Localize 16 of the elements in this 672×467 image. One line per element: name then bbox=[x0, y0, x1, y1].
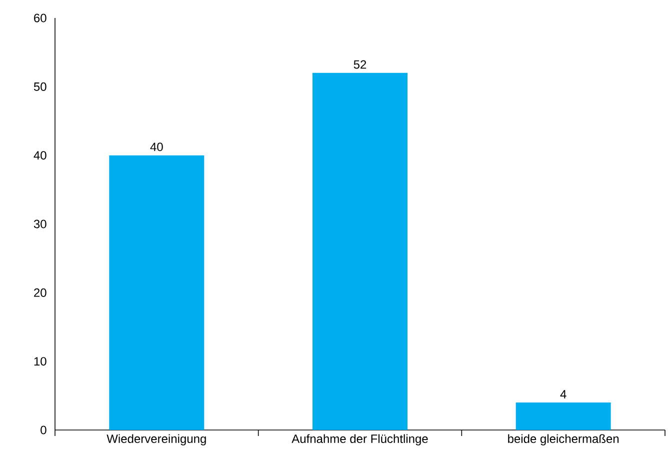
bar bbox=[312, 72, 408, 430]
y-tick-label: 40 bbox=[34, 151, 46, 160]
x-tick-label: Wiedervereinigung bbox=[106, 434, 206, 446]
y-tick-label: 50 bbox=[34, 82, 46, 91]
y-tick-label: 0 bbox=[40, 426, 46, 434]
y-tick-label: 60 bbox=[34, 14, 46, 22]
y-tick-label: 30 bbox=[34, 220, 46, 228]
bar bbox=[516, 402, 611, 430]
data-label: 52 bbox=[354, 60, 366, 69]
data-label: 40 bbox=[150, 142, 163, 152]
x-tick-label: Aufnahme der Flüchtlinge bbox=[292, 434, 428, 446]
data-label: 4 bbox=[560, 390, 566, 398]
x-tick-label: beide gleichermaßen bbox=[508, 434, 619, 446]
y-tick-label: 20 bbox=[34, 288, 46, 297]
bar bbox=[109, 155, 204, 430]
y-tick-label: 10 bbox=[34, 357, 46, 366]
